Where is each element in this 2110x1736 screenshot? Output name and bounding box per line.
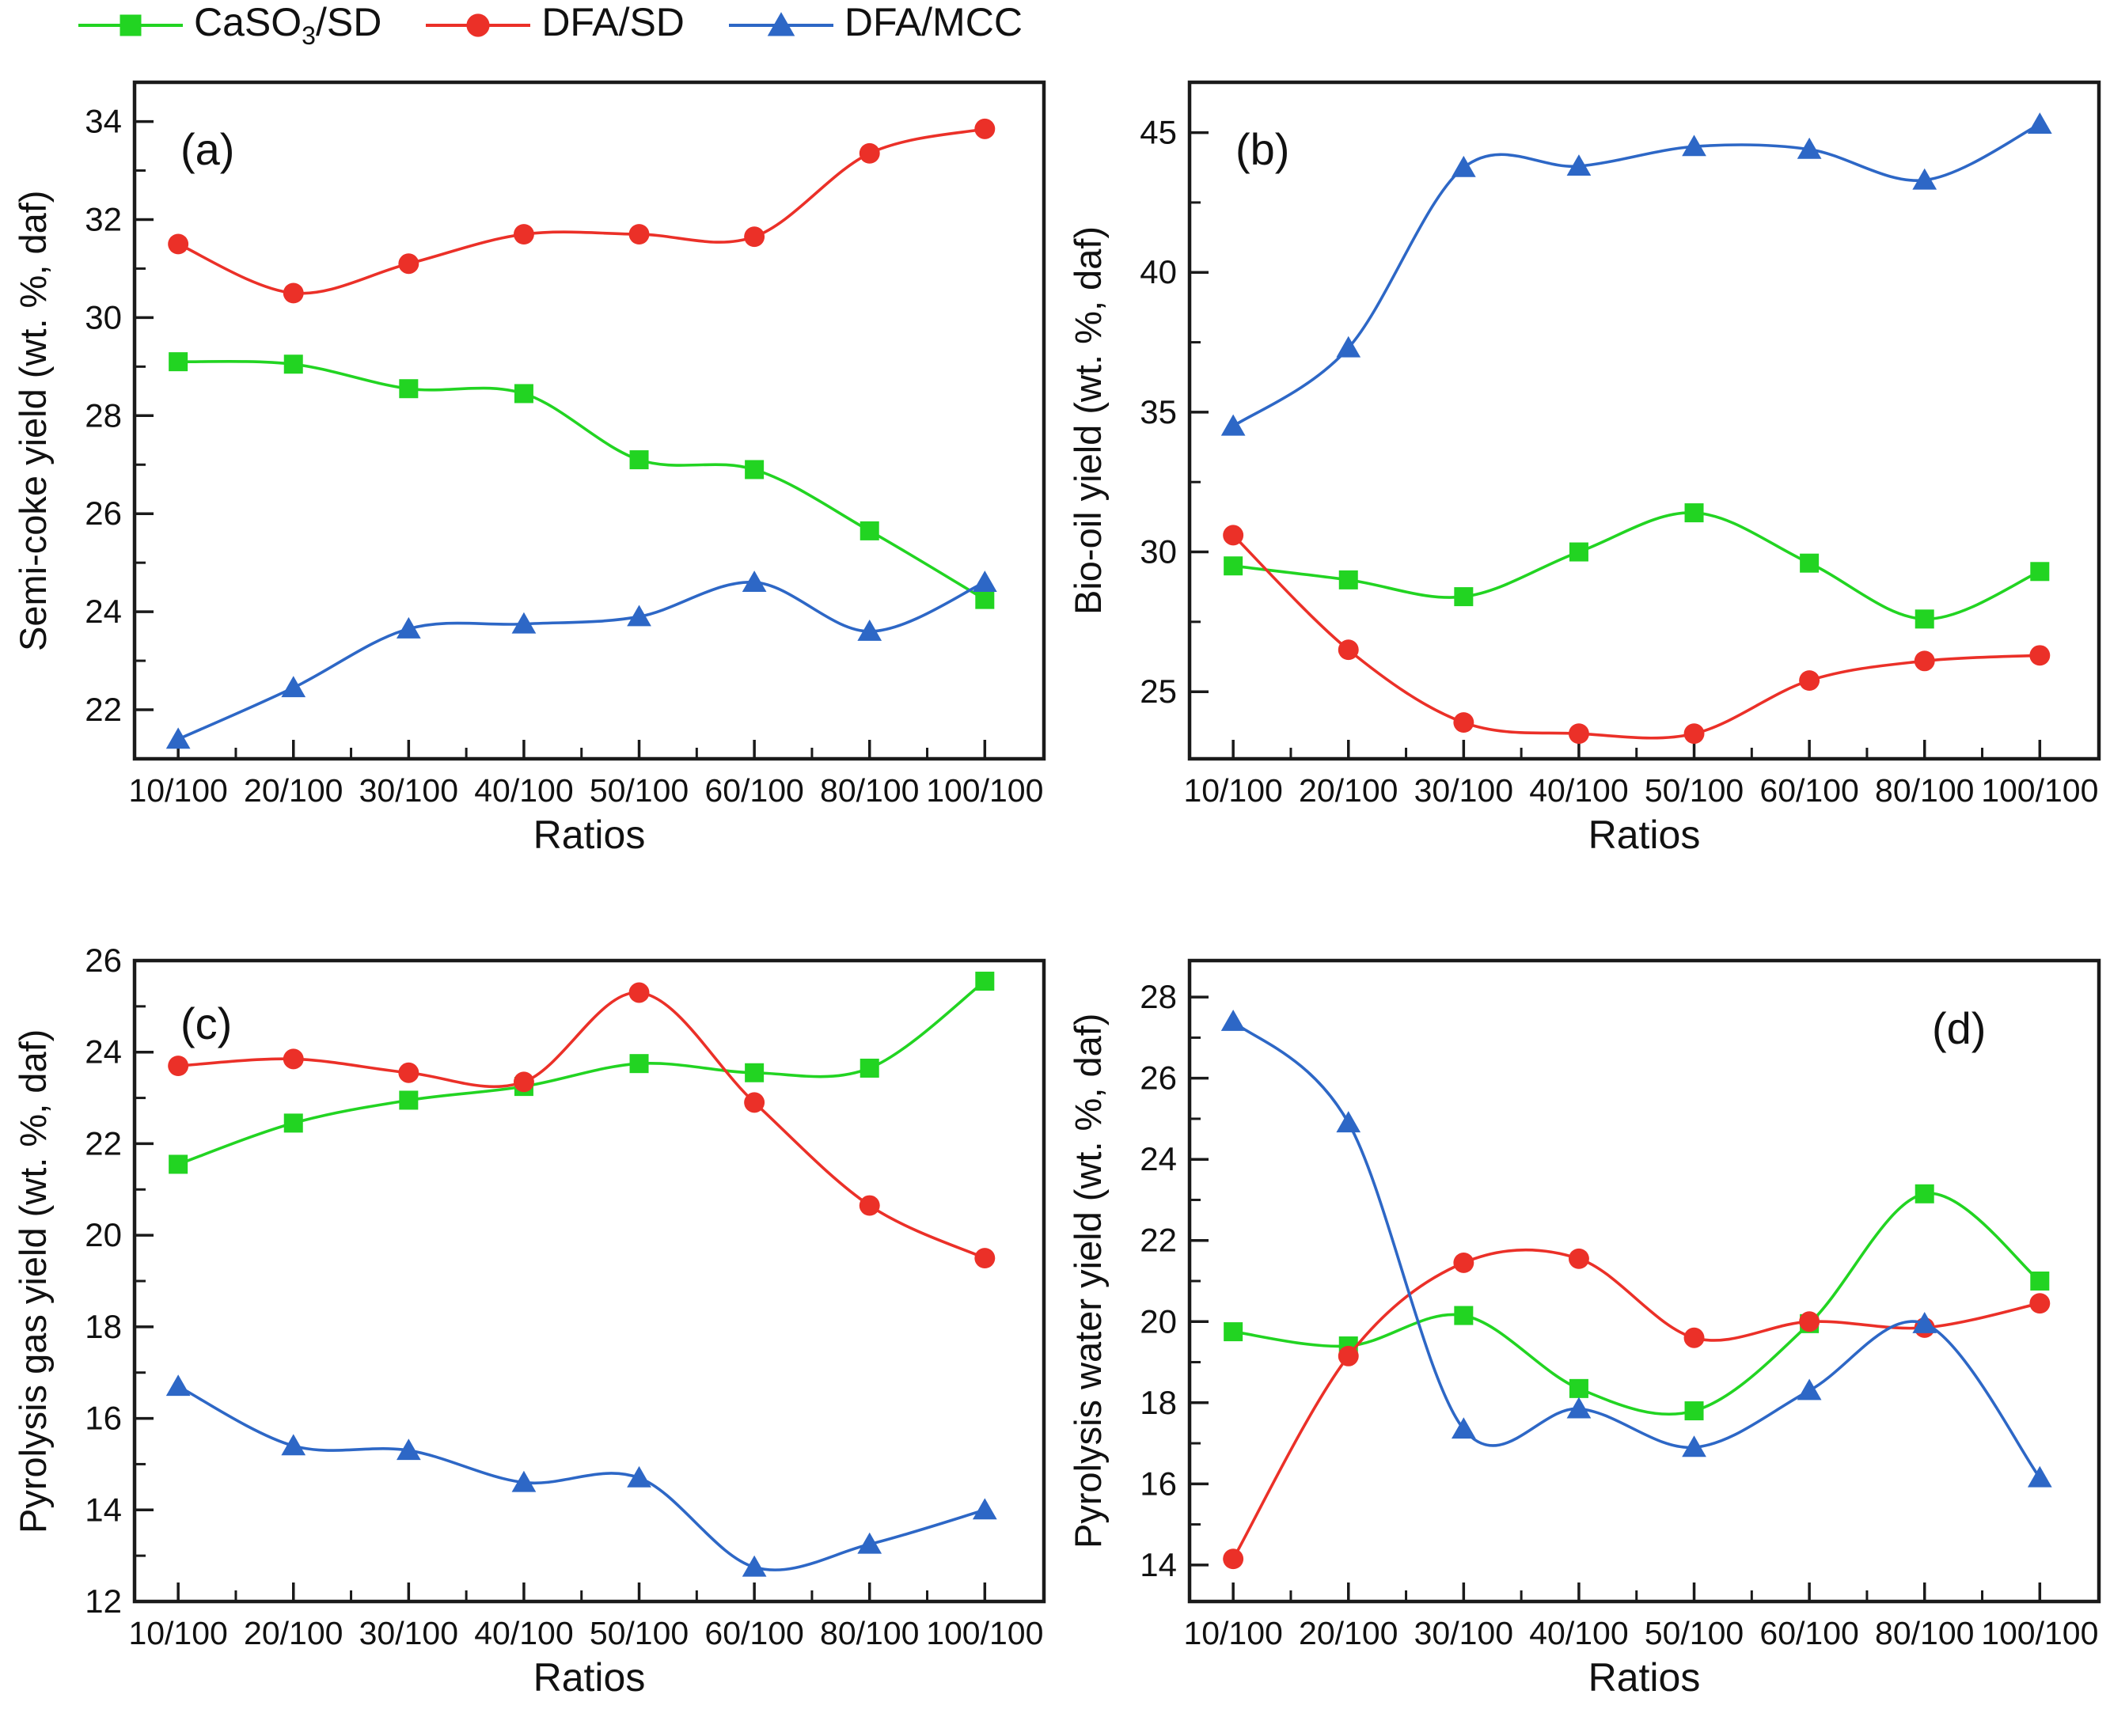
svg-text:16: 16 [1140,1465,1177,1502]
svg-text:40/100: 40/100 [474,1615,573,1651]
svg-text:28: 28 [85,396,122,434]
svg-text:26: 26 [85,942,122,979]
legend-marker-circle-icon [426,13,531,37]
svg-text:100/100: 100/100 [926,772,1043,809]
svg-text:34: 34 [85,103,122,140]
svg-text:24: 24 [85,593,122,630]
svg-text:35: 35 [1140,393,1177,430]
svg-text:100/100: 100/100 [926,1615,1043,1651]
legend-item-dfa-sd: DFA/SD [423,2,685,48]
panel-c: 12 14 16 18 20 22 24 26 10/100 20/100 30/100 40/100… [0,893,1055,1736]
x-axis-label: Ratios [1588,1655,1701,1700]
svg-text:60/100: 60/100 [1759,772,1858,809]
svg-text:20/100: 20/100 [1299,1615,1398,1651]
chart-legend: CaSO3/SD DFA/SD DFA/MCC [75,0,1023,51]
svg-text:10/100: 10/100 [128,772,227,809]
panel-a-plot: 22 24 26 28 30 32 34 10/100 20/100 30/100 40/100 50… [85,80,1046,809]
svg-text:30/100: 30/100 [1414,1615,1513,1651]
svg-text:20/100: 20/100 [244,772,343,809]
svg-text:14: 14 [1140,1546,1177,1583]
svg-text:80/100: 80/100 [820,772,919,809]
svg-text:30/100: 30/100 [1414,772,1513,809]
svg-text:60/100: 60/100 [704,772,803,809]
svg-text:80/100: 80/100 [1875,772,1974,809]
svg-text:26: 26 [85,495,122,532]
svg-text:12: 12 [85,1582,122,1620]
svg-text:30/100: 30/100 [359,772,458,809]
svg-text:20/100: 20/100 [1299,772,1398,809]
panel-b-plot: 25 30 35 40 45 10/100 20/100 30/100 40/100 50/100… [1140,80,2101,809]
panel-label: (c) [180,999,233,1048]
y-axis-label: Bio-oil yield (wt. %, daf) [1067,226,1109,616]
svg-text:20/100: 20/100 [244,1615,343,1651]
panel-label: (a) [180,124,235,174]
svg-text:24: 24 [1140,1140,1177,1177]
svg-text:20: 20 [85,1216,122,1253]
svg-text:30/100: 30/100 [359,1615,458,1651]
svg-text:50/100: 50/100 [590,1615,689,1651]
legend-marker-square-icon [78,14,183,36]
svg-text:32: 32 [85,200,122,237]
svg-text:10/100: 10/100 [1183,772,1282,809]
svg-text:22: 22 [85,691,122,728]
svg-text:50/100: 50/100 [1645,1615,1744,1651]
panel-b: 25 30 35 40 45 10/100 20/100 30/100 40/100 50/100… [1055,51,2110,893]
legend-item-dfa-mcc: DFA/MCC [726,2,1023,48]
svg-text:50/100: 50/100 [1645,772,1744,809]
svg-text:18: 18 [85,1308,122,1345]
legend-label-caso3-sd: CaSO3/SD [194,0,382,50]
svg-text:26: 26 [1140,1059,1177,1097]
svg-text:16: 16 [85,1400,122,1437]
svg-text:40/100: 40/100 [474,772,573,809]
panel-c-plot: 12 14 16 18 20 22 24 26 10/100 20/100 30/100 40/100… [85,942,1046,1651]
x-axis-label: Ratios [1588,813,1701,857]
svg-text:60/100: 60/100 [1759,1615,1858,1651]
svg-text:25: 25 [1140,673,1177,710]
panel-label: (d) [1932,1003,1987,1053]
y-axis-label: Semi-coke yield (wt. %, daf) [12,190,54,651]
svg-text:28: 28 [1140,978,1177,1015]
svg-text:60/100: 60/100 [704,1615,803,1651]
legend-item-caso3-sd: CaSO3/SD [75,2,381,48]
y-axis-label: Pyrolysis gas yield (wt. %, daf) [12,1029,54,1533]
panel-d: 14 16 18 20 22 24 26 28 10/100 20/100 30/100 40/100… [1055,893,2110,1736]
svg-text:14: 14 [85,1491,122,1528]
svg-text:22: 22 [1140,1222,1177,1259]
svg-text:22: 22 [85,1124,122,1162]
legend-label-dfa-mcc: DFA/MCC [844,0,1023,44]
svg-text:18: 18 [1140,1384,1177,1421]
svg-text:45: 45 [1140,114,1177,151]
svg-text:40/100: 40/100 [1529,772,1628,809]
svg-text:20: 20 [1140,1302,1177,1340]
x-axis-label: Ratios [533,813,646,857]
legend-label-dfa-sd: DFA/SD [541,0,685,44]
svg-text:100/100: 100/100 [1981,772,2098,809]
svg-text:40/100: 40/100 [1529,1615,1628,1651]
svg-text:80/100: 80/100 [820,1615,919,1651]
panel-label: (b) [1235,124,1290,174]
svg-text:100/100: 100/100 [1981,1615,2098,1651]
svg-text:10/100: 10/100 [1183,1615,1282,1651]
panels-grid: 22 24 26 28 30 32 34 10/100 20/100 30/100 40/100 50… [0,51,2110,1736]
legend-marker-triangle-icon [728,12,833,36]
panel-a: 22 24 26 28 30 32 34 10/100 20/100 30/100 40/100 50… [0,51,1055,893]
svg-text:30: 30 [85,298,122,335]
svg-text:40: 40 [1140,253,1177,290]
svg-text:80/100: 80/100 [1875,1615,1974,1651]
svg-text:24: 24 [85,1033,122,1071]
x-axis-label: Ratios [533,1655,646,1700]
svg-text:10/100: 10/100 [128,1615,227,1651]
panel-d-plot: 14 16 18 20 22 24 26 28 10/100 20/100 30/100 40/100… [1140,958,2101,1651]
y-axis-label: Pyrolysis water yield (wt. %, daf) [1067,1013,1109,1549]
svg-text:30: 30 [1140,533,1177,570]
svg-text:50/100: 50/100 [590,772,689,809]
